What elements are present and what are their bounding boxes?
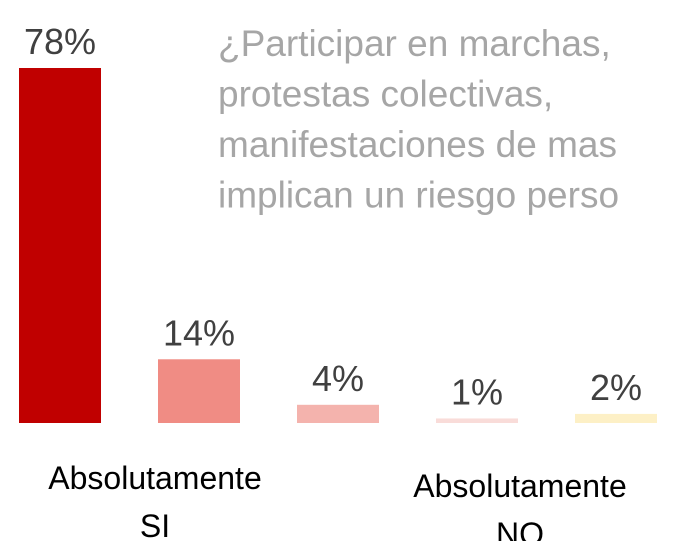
chart-title: ¿Participar en marchas, — [218, 23, 611, 64]
category-label: SI — [140, 508, 170, 541]
value-label: 2% — [590, 367, 642, 408]
category-label: Absolutamente — [48, 460, 261, 496]
chart-title: protestas colectivas, — [218, 74, 553, 115]
value-label: 14% — [163, 312, 235, 353]
value-label: 78% — [24, 21, 96, 62]
chart-title: implican un riesgo perso — [218, 175, 619, 216]
category-label: NO — [496, 516, 544, 541]
chart-title: manifestaciones de mas — [218, 124, 617, 165]
bar — [575, 413, 657, 423]
bar — [297, 404, 379, 423]
category-label: Absolutamente — [413, 468, 626, 504]
bar — [436, 418, 518, 423]
bar — [158, 359, 240, 423]
value-label: 4% — [312, 358, 364, 399]
value-label: 1% — [451, 371, 503, 412]
bar — [19, 68, 101, 423]
